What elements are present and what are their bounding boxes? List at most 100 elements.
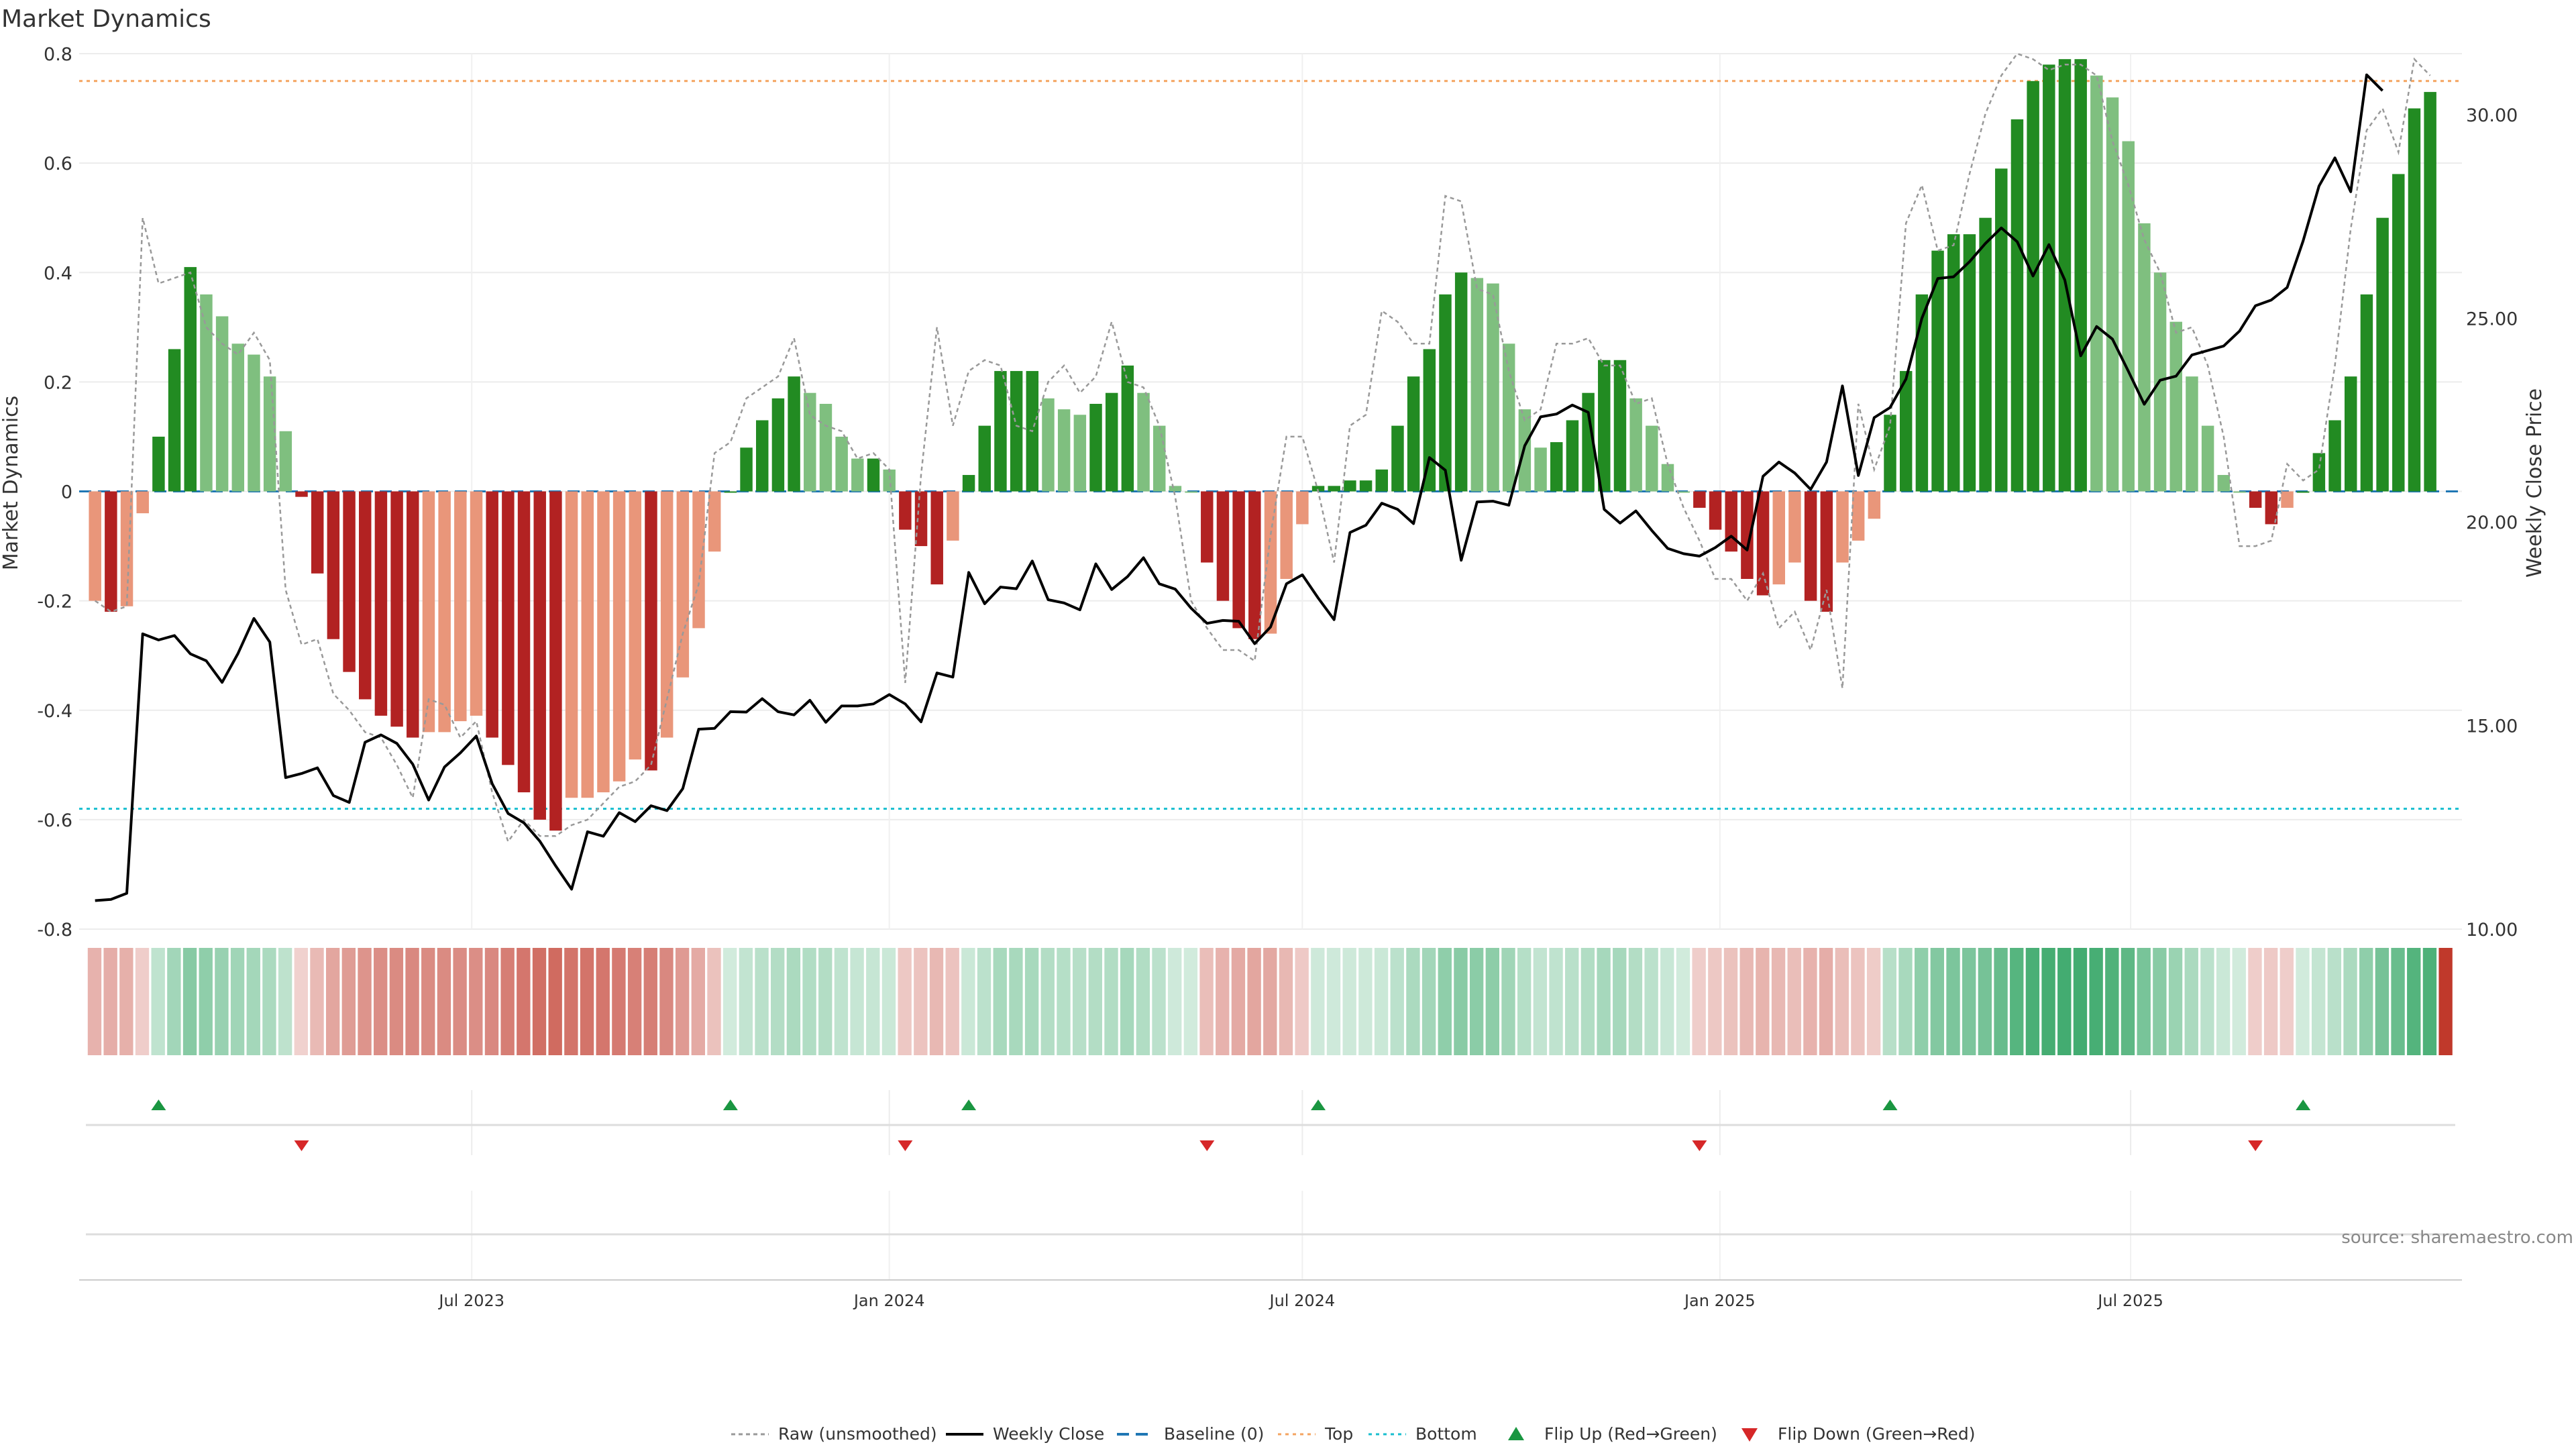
y-left-tick-label: 0.8 <box>44 44 72 65</box>
strength-bar <box>1772 491 1785 585</box>
heatmap-cell <box>1168 948 1182 1055</box>
heatmap-cell <box>1882 948 1896 1055</box>
strength-bar <box>740 447 753 492</box>
heatmap-cell <box>230 948 245 1055</box>
x-axis: Jul 2023 Jan 2024 Jul 2024 Jan 2025 Jul 2025 <box>79 1279 2462 1310</box>
y-left-tick-label: 0 <box>61 482 72 503</box>
strength-bar <box>1582 392 1595 492</box>
heatmap-cell <box>2343 948 2357 1055</box>
strength-bar <box>1550 442 1563 492</box>
strength-bar <box>978 425 991 492</box>
heatmap-cell <box>1199 948 1214 1055</box>
heatmap-cell <box>929 948 944 1055</box>
heatmap-cell <box>1962 948 1976 1055</box>
strength-bar <box>2233 491 2246 493</box>
strength-bar <box>1502 343 1515 492</box>
heatmap-cell <box>1676 948 1690 1055</box>
heatmap-cell <box>771 948 785 1055</box>
heatmap-cell <box>1580 948 1595 1055</box>
heatmap-cell <box>1088 948 1102 1055</box>
strength-bar <box>1931 250 1944 492</box>
heatmap-cell <box>469 948 483 1055</box>
strength-bar <box>899 491 912 530</box>
heatmap-cell <box>1819 948 1833 1055</box>
x-tick-label: Jan 2024 <box>853 1291 925 1310</box>
heatmap-cell <box>2422 948 2437 1055</box>
heatmap-cell <box>786 948 801 1055</box>
heatmap-cell <box>1644 948 1658 1055</box>
strength-bar <box>1328 486 1340 492</box>
strength-bar <box>1248 491 1261 639</box>
strength-bar <box>2010 119 2024 492</box>
heatmap-cell <box>1295 948 1309 1055</box>
strength-bar <box>1709 491 1722 530</box>
strength-bar <box>1470 278 1484 492</box>
heatmap-cell <box>1565 948 1579 1055</box>
heatmap-cell <box>421 948 435 1055</box>
strength-bar <box>1169 486 1182 492</box>
strength-bar <box>1677 491 1690 493</box>
heatmap-cell <box>866 948 880 1055</box>
legend-label: Bottom <box>1415 1424 1477 1444</box>
strength-bar <box>1598 360 1611 492</box>
heatmap-cell <box>167 948 181 1055</box>
strength-bar <box>549 491 562 831</box>
heatmap-cell <box>135 948 150 1055</box>
y-left-tick-label: 0.2 <box>44 372 72 393</box>
heatmap-cell <box>294 948 308 1055</box>
strength-bar <box>1232 491 1245 629</box>
strength-bar <box>2281 491 2294 508</box>
flip-down-marker <box>898 1140 913 1151</box>
heatmap-cell <box>659 948 674 1055</box>
strength-bar <box>184 267 197 492</box>
strength-bar <box>2074 59 2087 492</box>
strength-bar <box>2217 475 2231 492</box>
heatmap-cell <box>1994 948 2008 1055</box>
x-tick-label: Jul 2023 <box>437 1291 504 1310</box>
strength-bar <box>2058 59 2072 492</box>
strength-bar <box>962 475 975 492</box>
strength-bar <box>788 376 800 492</box>
heatmap-cell <box>1803 948 1817 1055</box>
heatmap-cell <box>1613 948 1627 1055</box>
heatmap-cell <box>2089 948 2103 1055</box>
strength-bar <box>1216 491 1230 601</box>
heatmap-cell <box>1216 948 1230 1055</box>
strength-bar <box>692 491 705 629</box>
strength-bar <box>645 491 657 771</box>
heatmap-cell <box>2391 948 2405 1055</box>
heatmap-cell <box>2041 948 2055 1055</box>
heatmap-cell <box>1660 948 1674 1055</box>
heatmap-cell <box>2359 948 2373 1055</box>
strength-bar <box>1137 392 1150 492</box>
source-note: source: sharemaestro.com <box>2341 1228 2573 1248</box>
strength-bar <box>2169 321 2182 492</box>
y-left-tick-label: 0.4 <box>44 263 72 284</box>
heatmap-cell <box>945 948 959 1055</box>
heatmap-cell <box>1485 948 1499 1055</box>
heatmap-cell <box>2216 948 2231 1055</box>
heatmap-cell <box>722 948 737 1055</box>
heatmap-cell <box>2296 948 2310 1055</box>
heatmap-cell <box>1057 948 1071 1055</box>
strength-bar <box>771 398 785 492</box>
heatmap-cell <box>500 948 515 1055</box>
strength-bar <box>2360 294 2373 492</box>
heatmap-cell <box>564 948 578 1055</box>
strength-bar <box>2106 97 2119 492</box>
strength-bar <box>756 420 769 492</box>
legend-swatch <box>1508 1427 1524 1440</box>
heatmap-cell <box>199 948 213 1055</box>
y-right-tick-label: 20.00 <box>2466 513 2518 533</box>
strength-bar <box>1629 398 1642 492</box>
legend-item-baseline: Baseline (0) <box>1117 1424 1264 1444</box>
heatmap-cell <box>182 948 197 1055</box>
strength-bar <box>2186 376 2198 492</box>
heatmap-cell <box>1326 948 1341 1055</box>
strength-bar <box>1851 491 1865 541</box>
legend-item-bottom: Bottom <box>1368 1424 1477 1444</box>
heatmap-cell <box>484 948 499 1055</box>
strength-bar <box>1963 234 1976 492</box>
heatmap-cell <box>1914 948 1929 1055</box>
